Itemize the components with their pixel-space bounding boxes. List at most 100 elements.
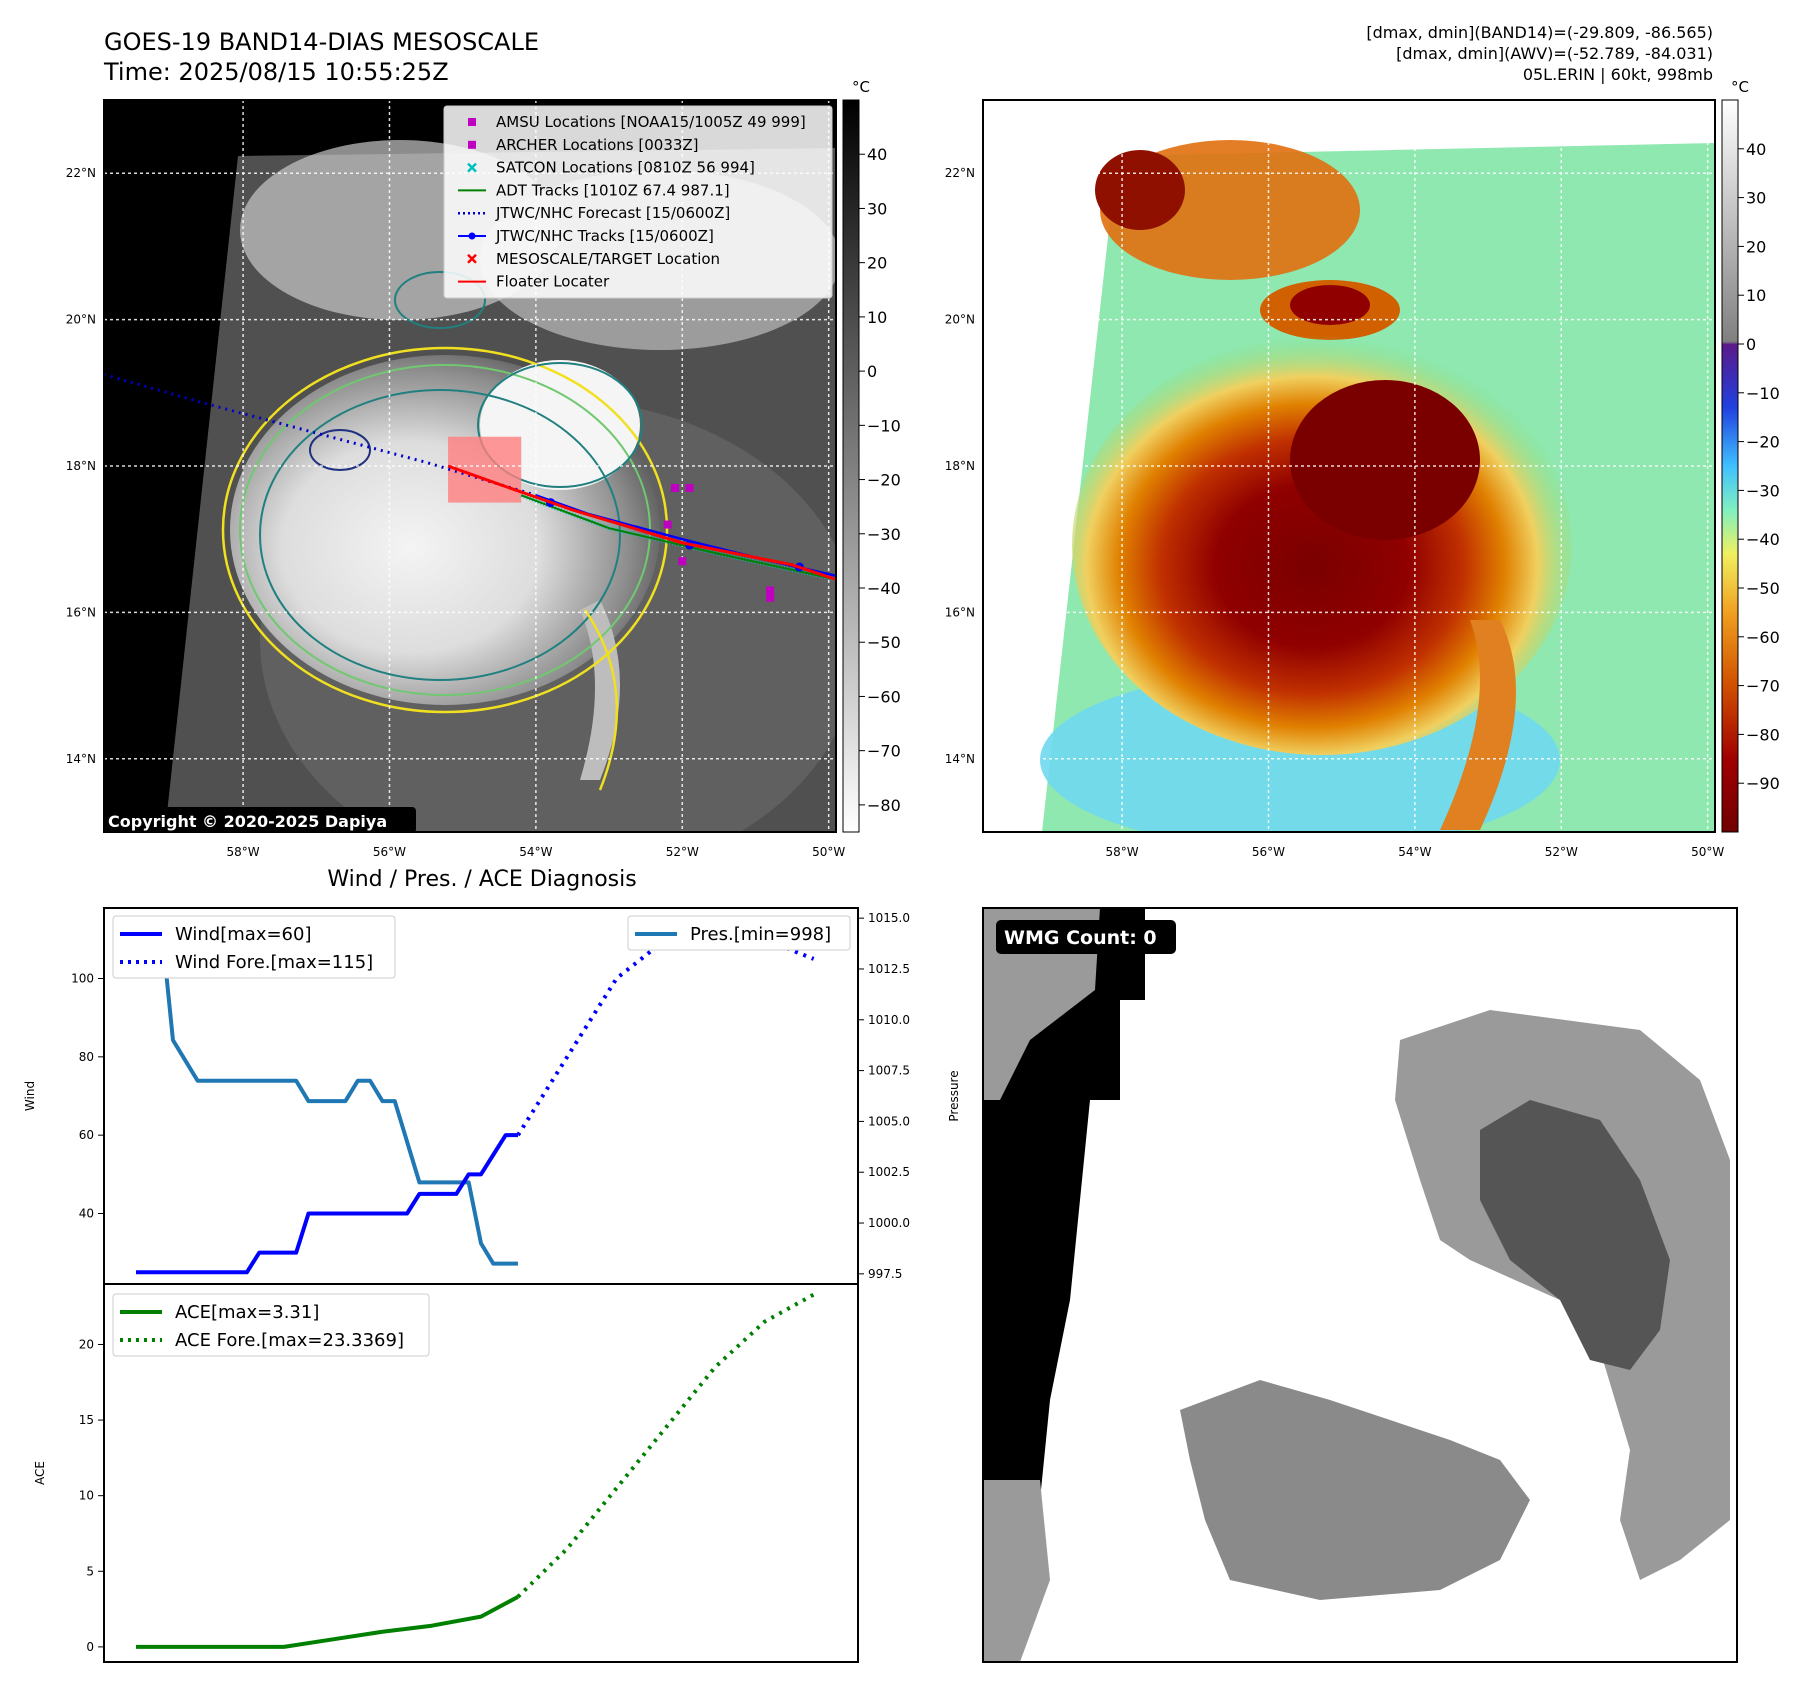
ace-forecast-line xyxy=(516,1292,815,1599)
gray-cbar-unit: °C xyxy=(852,78,870,96)
axis-tick-label: 80 xyxy=(79,1050,94,1064)
wind-legend-label: Wind[max=60] xyxy=(175,924,312,945)
ace-legend-box xyxy=(112,1293,430,1357)
diagnosis-title: Wind / Pres. / ACE Diagnosis xyxy=(327,867,636,892)
wind-legend-box xyxy=(112,915,396,979)
color-cbar-ticks: 40 30 20 10 0 −10 −20 −30 −40 −50 −60 −70 −80 −90 xyxy=(1738,140,1780,793)
lon-labels-right: 58°W 56°W 54°W 52°W 50°W xyxy=(1106,845,1725,859)
lon-label: 52°W xyxy=(666,845,699,859)
contour-teal xyxy=(259,389,621,681)
cbar-tick-label: −60 xyxy=(1746,628,1780,647)
legend-marker xyxy=(468,140,476,149)
wmg-gray-region-south xyxy=(1180,1380,1530,1600)
axis-tick-label: 5 xyxy=(86,1564,94,1578)
wmg-dark-core xyxy=(1480,1100,1670,1370)
cbar-tick-label: 20 xyxy=(867,254,887,273)
storm-info: 05L.ERIN | 60kt, 998mb xyxy=(1523,65,1713,84)
lat-label: 22°N xyxy=(66,166,96,180)
cbar-tick-label: −40 xyxy=(1746,530,1780,549)
axis-tick-label: 1007.5 xyxy=(868,1064,910,1078)
legend-label: AMSU Locations [NOAA15/1005Z 49 999] xyxy=(496,113,806,131)
axis-tick-label: 10 xyxy=(79,1489,94,1503)
wind-ticks: 40 60 80 100 xyxy=(71,972,104,1221)
lat-label: 16°N xyxy=(66,605,96,619)
lat-labels-right: 22°N 20°N 18°N 16°N 14°N xyxy=(945,166,975,766)
cbar-tick-label: 20 xyxy=(1746,237,1766,256)
cbar-tick-label: −20 xyxy=(1746,433,1780,452)
lat-labels-left: 22°N 20°N 18°N 16°N 14°N xyxy=(66,166,96,766)
contour-south-band xyxy=(583,609,619,791)
wind-line xyxy=(136,1133,518,1275)
wmg-panel: WMG Count: 0 xyxy=(982,907,1738,1663)
ace-legend: ACE[max=3.31] ACE Fore.[max=23.3369] xyxy=(112,1293,430,1357)
lat-label: 16°N xyxy=(945,605,975,619)
axis-tick-label: 1000.0 xyxy=(868,1216,910,1230)
lon-label: 56°W xyxy=(373,845,406,859)
cbar-tick-label: −50 xyxy=(1746,579,1780,598)
cbar-tick-label: 40 xyxy=(1746,140,1766,159)
cbar-tick-label: −80 xyxy=(1746,725,1780,744)
adt-track-line xyxy=(520,494,836,581)
legend-marker xyxy=(468,118,476,126)
legend-label: ADT Tracks [1010Z 67.4 987.1] xyxy=(496,181,730,199)
axis-tick-label: 40 xyxy=(79,1207,94,1221)
pressure-legend-label: Pres.[min=998] xyxy=(690,924,831,945)
axis-tick-label: 20 xyxy=(79,1337,94,1351)
amsu-marker xyxy=(766,593,775,602)
amsu-marker xyxy=(663,520,672,529)
contour-cold-cell xyxy=(309,429,371,471)
ir-enhanced-map: 22°N 20°N 18°N 16°N 14°N 58°W 56°W 54°W 52°W 50°… xyxy=(945,99,1725,859)
diagnosis-lines xyxy=(136,916,815,1649)
ace-axis-label: ACE xyxy=(33,1461,47,1485)
legend-box xyxy=(443,105,833,299)
diagnosis-panel: Wind / Pres. / ACE Diagnosis Wind Pressu… xyxy=(23,867,961,1663)
color-colorbar: °C 40 30 20 10 0 −10 −20 −30 −40 −50 −60 −70 −80 −90 xyxy=(1721,78,1780,833)
gray-colorbar: °C 40 30 20 10 0 −10 −20 −30 −40 −50 −60 −70 −80 xyxy=(842,78,901,833)
wmg-gray-southwest xyxy=(983,1480,1050,1662)
contour-north-cell xyxy=(394,271,486,329)
color-cbar-unit: °C xyxy=(1731,78,1749,96)
axis-tick-label: 1012.5 xyxy=(868,962,910,976)
cbar-tick-label: −50 xyxy=(867,633,901,652)
forecast-track-line xyxy=(104,373,537,497)
contour-core xyxy=(477,362,643,488)
axis-tick-label: 1005.0 xyxy=(868,1114,910,1128)
copyright-box xyxy=(104,807,416,833)
amsu-marker xyxy=(678,557,687,566)
cbar-tick-label: −30 xyxy=(1746,481,1780,500)
cbar-tick-label: −10 xyxy=(867,416,901,435)
right-map-frame xyxy=(982,99,1716,833)
lat-label: 14°N xyxy=(945,752,975,766)
axis-tick-label: 997.5 xyxy=(868,1267,902,1281)
storm-tracks xyxy=(104,373,836,602)
ace-forecast-legend-label: ACE Fore.[max=23.3369] xyxy=(175,1330,404,1351)
legend-label: MESOSCALE/TARGET Location xyxy=(496,250,720,268)
cbar-tick-label: 40 xyxy=(867,145,887,164)
figure-time: Time: 2025/08/15 10:55:25Z xyxy=(103,58,449,86)
dmax-awv-readout: [dmax, dmin](AWV)=(-52.789, -84.031) xyxy=(1396,44,1713,63)
pressure-ticks: 997.5 1000.0 1002.5 1005.0 1007.5 1010.0 1012.… xyxy=(858,911,910,1281)
ace-legend-label: ACE[max=3.31] xyxy=(175,1302,319,1323)
axis-tick-label: 100 xyxy=(71,972,94,986)
lon-label: 56°W xyxy=(1252,845,1285,859)
axis-tick-label: 0 xyxy=(86,1640,94,1654)
cold-north-cell xyxy=(1290,285,1370,325)
axis-tick-label: 1002.5 xyxy=(868,1165,910,1179)
map-gridlines-right xyxy=(983,100,1715,832)
amsu-marker xyxy=(766,586,775,595)
cbar-tick-label: 10 xyxy=(1746,286,1766,305)
amsu-marker xyxy=(670,483,679,492)
cbar-tick-label: −10 xyxy=(1746,384,1780,403)
axis-tick-label: 15 xyxy=(79,1413,94,1427)
legend-marker xyxy=(468,232,476,240)
axis-tick-label: 1015.0 xyxy=(868,911,910,925)
lon-label: 58°W xyxy=(227,845,260,859)
color-cbar-bar xyxy=(1721,99,1739,833)
figure-title: GOES-19 BAND14-DIAS MESOSCALE xyxy=(104,28,539,56)
pressure-line xyxy=(148,916,518,1266)
legend-marker xyxy=(467,162,477,173)
legend-label: Floater Locater xyxy=(496,273,610,291)
lat-label: 18°N xyxy=(945,459,975,473)
cbar-tick-label: −40 xyxy=(867,579,901,598)
wmg-count-box xyxy=(996,920,1176,954)
